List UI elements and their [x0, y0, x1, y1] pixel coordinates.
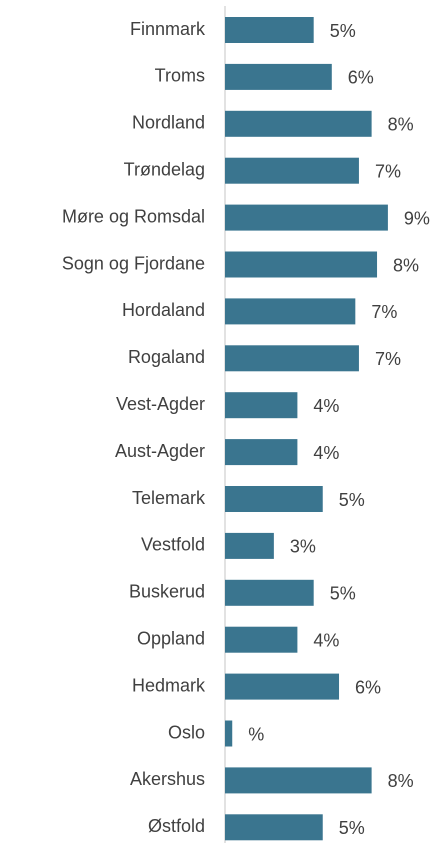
category-label: Buskerud	[129, 582, 205, 602]
value-label: 3%	[290, 537, 316, 557]
bar	[225, 767, 372, 794]
bar	[225, 720, 233, 747]
bar	[225, 579, 314, 606]
value-label: 4%	[313, 443, 339, 463]
bar	[225, 814, 323, 841]
bar	[225, 392, 298, 419]
category-label: Sogn og Fjordane	[62, 253, 205, 273]
value-label: 7%	[375, 161, 401, 181]
bar	[225, 486, 323, 512]
category-label: Oppland	[137, 628, 205, 648]
value-label: 4%	[313, 396, 339, 416]
value-label: 4%	[313, 630, 339, 650]
category-label: Vestfold	[141, 535, 205, 555]
bar	[225, 298, 356, 325]
bar	[225, 204, 388, 231]
category-label: Nordland	[132, 113, 205, 133]
bar	[225, 157, 359, 184]
bar	[225, 673, 340, 700]
category-label: Trøndelag	[124, 159, 205, 179]
category-label: Hedmark	[132, 675, 206, 695]
bar	[225, 63, 332, 90]
value-label: 8%	[388, 771, 414, 791]
value-label: 5%	[330, 584, 356, 604]
bar	[225, 110, 372, 137]
value-label: 5%	[339, 818, 365, 838]
category-label: Troms	[155, 66, 205, 86]
bar	[225, 17, 314, 43]
category-label: Finnmark	[130, 19, 206, 39]
category-label: Møre og Romsdal	[62, 206, 205, 226]
value-label: 5%	[330, 21, 356, 41]
value-label: 8%	[393, 255, 419, 275]
category-label: Telemark	[132, 488, 206, 508]
value-label: 6%	[348, 68, 374, 88]
bar	[225, 345, 359, 372]
bar	[225, 439, 298, 466]
value-label: 9%	[404, 208, 430, 228]
category-label: Østfold	[148, 816, 205, 836]
bar	[225, 626, 298, 653]
category-label: Aust-Agder	[115, 441, 205, 461]
value-label: 5%	[339, 490, 365, 510]
category-label: Vest-Agder	[116, 394, 205, 414]
value-label: 7%	[375, 349, 401, 369]
value-label: %	[248, 724, 264, 744]
category-label: Oslo	[168, 722, 205, 742]
value-label: 7%	[371, 302, 397, 322]
bar	[225, 251, 378, 278]
category-label: Akershus	[130, 769, 205, 789]
value-label: 8%	[388, 115, 414, 135]
category-label: Hordaland	[122, 300, 205, 320]
value-label: 6%	[355, 677, 381, 697]
bar	[225, 532, 274, 559]
category-label: Rogaland	[128, 347, 205, 367]
